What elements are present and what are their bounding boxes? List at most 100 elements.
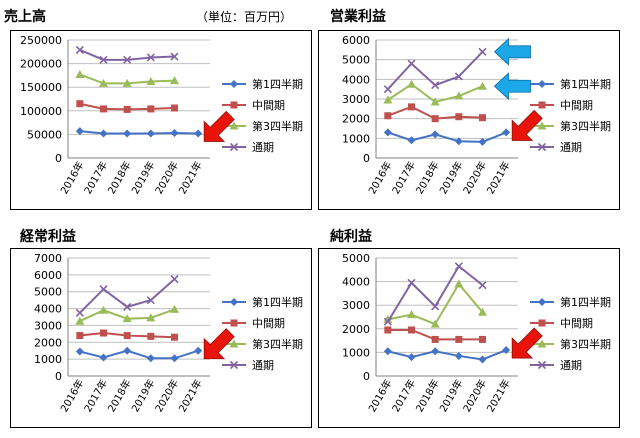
series-q1	[383, 128, 511, 146]
legend-label: 中間期	[252, 317, 285, 330]
legend-label: 通期	[560, 359, 582, 372]
data-point	[384, 112, 392, 120]
data-point	[75, 308, 84, 317]
data-point	[99, 285, 108, 294]
chart-title-op-income: 営業利益	[330, 9, 386, 25]
data-point	[454, 137, 463, 146]
data-point	[383, 85, 392, 94]
legend-label: 中間期	[560, 317, 593, 330]
legend-label: 中間期	[560, 99, 593, 112]
data-point	[170, 275, 179, 284]
data-point	[478, 307, 487, 316]
series-q1	[75, 127, 203, 138]
data-point	[431, 130, 440, 139]
data-point	[194, 346, 203, 355]
chart-panel-ordinary-income: 0 1000 2000 3000 4000 5000 6000 7000 2016年 2017年 2…	[10, 248, 312, 428]
series-q1	[75, 346, 203, 363]
legend-item-q3: 第3四半期	[222, 337, 303, 351]
data-point	[454, 91, 464, 100]
data-point	[75, 45, 84, 54]
series-full	[75, 45, 179, 64]
legend-item-full: 通期	[222, 141, 274, 154]
unit-note: （単位：百万円）	[196, 10, 293, 24]
data-point	[431, 81, 440, 90]
data-point	[430, 319, 440, 328]
data-point	[171, 333, 178, 341]
data-point	[478, 355, 487, 364]
legend-marker	[230, 101, 238, 109]
data-point	[123, 129, 132, 138]
legend-label: 第1四半期	[252, 77, 303, 91]
legend-marker	[538, 101, 546, 109]
data-point	[383, 317, 392, 326]
data-point	[431, 302, 440, 311]
legend-item-q1: 第1四半期	[530, 295, 611, 309]
data-point	[147, 332, 155, 340]
data-point	[123, 332, 131, 340]
chart-frame	[318, 30, 620, 210]
y-tick-label: 2000	[34, 336, 62, 349]
data-point	[454, 279, 464, 288]
chart-panel-net-income: 0 1000 2000 3000 4000 5000 2016年 2017年 2018年 2019…	[318, 248, 620, 428]
data-point	[123, 346, 132, 355]
chart-title-sales: 売上高	[4, 9, 46, 25]
y-tick-label: 4000	[342, 276, 370, 289]
data-point	[478, 47, 487, 56]
data-point	[146, 354, 155, 363]
legend-label: 第3四半期	[560, 337, 611, 351]
legend-item-half: 中間期	[222, 99, 285, 112]
legend-item-q3: 第3四半期	[530, 337, 611, 351]
legend-label: 第1四半期	[560, 77, 611, 91]
sales-svg: 0500001000001500002000002500002016年2017年…	[10, 30, 312, 210]
legend-item-half: 中間期	[222, 317, 285, 330]
data-point	[407, 310, 416, 319]
series-q1	[383, 346, 511, 364]
data-point	[431, 115, 439, 123]
blue-arrow-icon	[493, 37, 531, 66]
data-point	[454, 351, 463, 360]
data-point	[455, 335, 463, 343]
legend-marker	[229, 339, 239, 348]
data-point	[147, 105, 155, 113]
chart-panel-op-income: 0 1000 2000 3000 4000 5000 6000 2016年 2017年 2018年…	[318, 30, 620, 210]
data-point	[170, 128, 179, 137]
data-point	[170, 354, 179, 363]
legend-marker	[230, 319, 238, 327]
series-q3	[383, 279, 487, 328]
legend-item-q1: 第1四半期	[222, 295, 303, 309]
series-half	[76, 100, 178, 113]
y-tick-label: 0	[363, 370, 370, 383]
data-point	[194, 129, 203, 138]
data-point	[478, 81, 487, 90]
data-point	[170, 52, 179, 61]
legend-label: 第3四半期	[252, 119, 303, 133]
chart-title-ordinary-income: 経常利益	[20, 229, 76, 245]
data-point	[171, 104, 178, 112]
data-point	[99, 78, 108, 87]
data-point	[478, 281, 487, 290]
legend-label: 通期	[252, 141, 274, 154]
y-tick-label: 150000	[20, 81, 62, 94]
y-tick-label: 100000	[20, 105, 62, 118]
data-point	[383, 128, 392, 137]
legend-marker	[230, 298, 238, 306]
chart-frame	[10, 248, 312, 428]
red-arrow-icon	[203, 110, 235, 142]
chart-title-net-income: 純利益	[330, 229, 372, 245]
data-point	[123, 302, 132, 311]
y-tick-label: 50000	[27, 128, 62, 141]
chart-panel-sales: 0 50000 100000 150000 200000 250000 2016年 2017年…	[10, 30, 312, 210]
red-arrow-icon	[511, 327, 543, 359]
data-point	[75, 69, 85, 78]
data-point	[430, 97, 440, 106]
y-tick-label: 2000	[342, 113, 370, 126]
data-point	[454, 72, 463, 81]
y-tick-label: 5000	[34, 286, 62, 299]
y-tick-label: 1000	[342, 132, 370, 145]
red-arrow-icon	[511, 109, 543, 141]
chart-frame	[318, 248, 620, 428]
data-point	[146, 53, 155, 62]
legend-label: 中間期	[252, 99, 285, 112]
series-full	[383, 262, 487, 326]
data-point	[383, 95, 393, 104]
